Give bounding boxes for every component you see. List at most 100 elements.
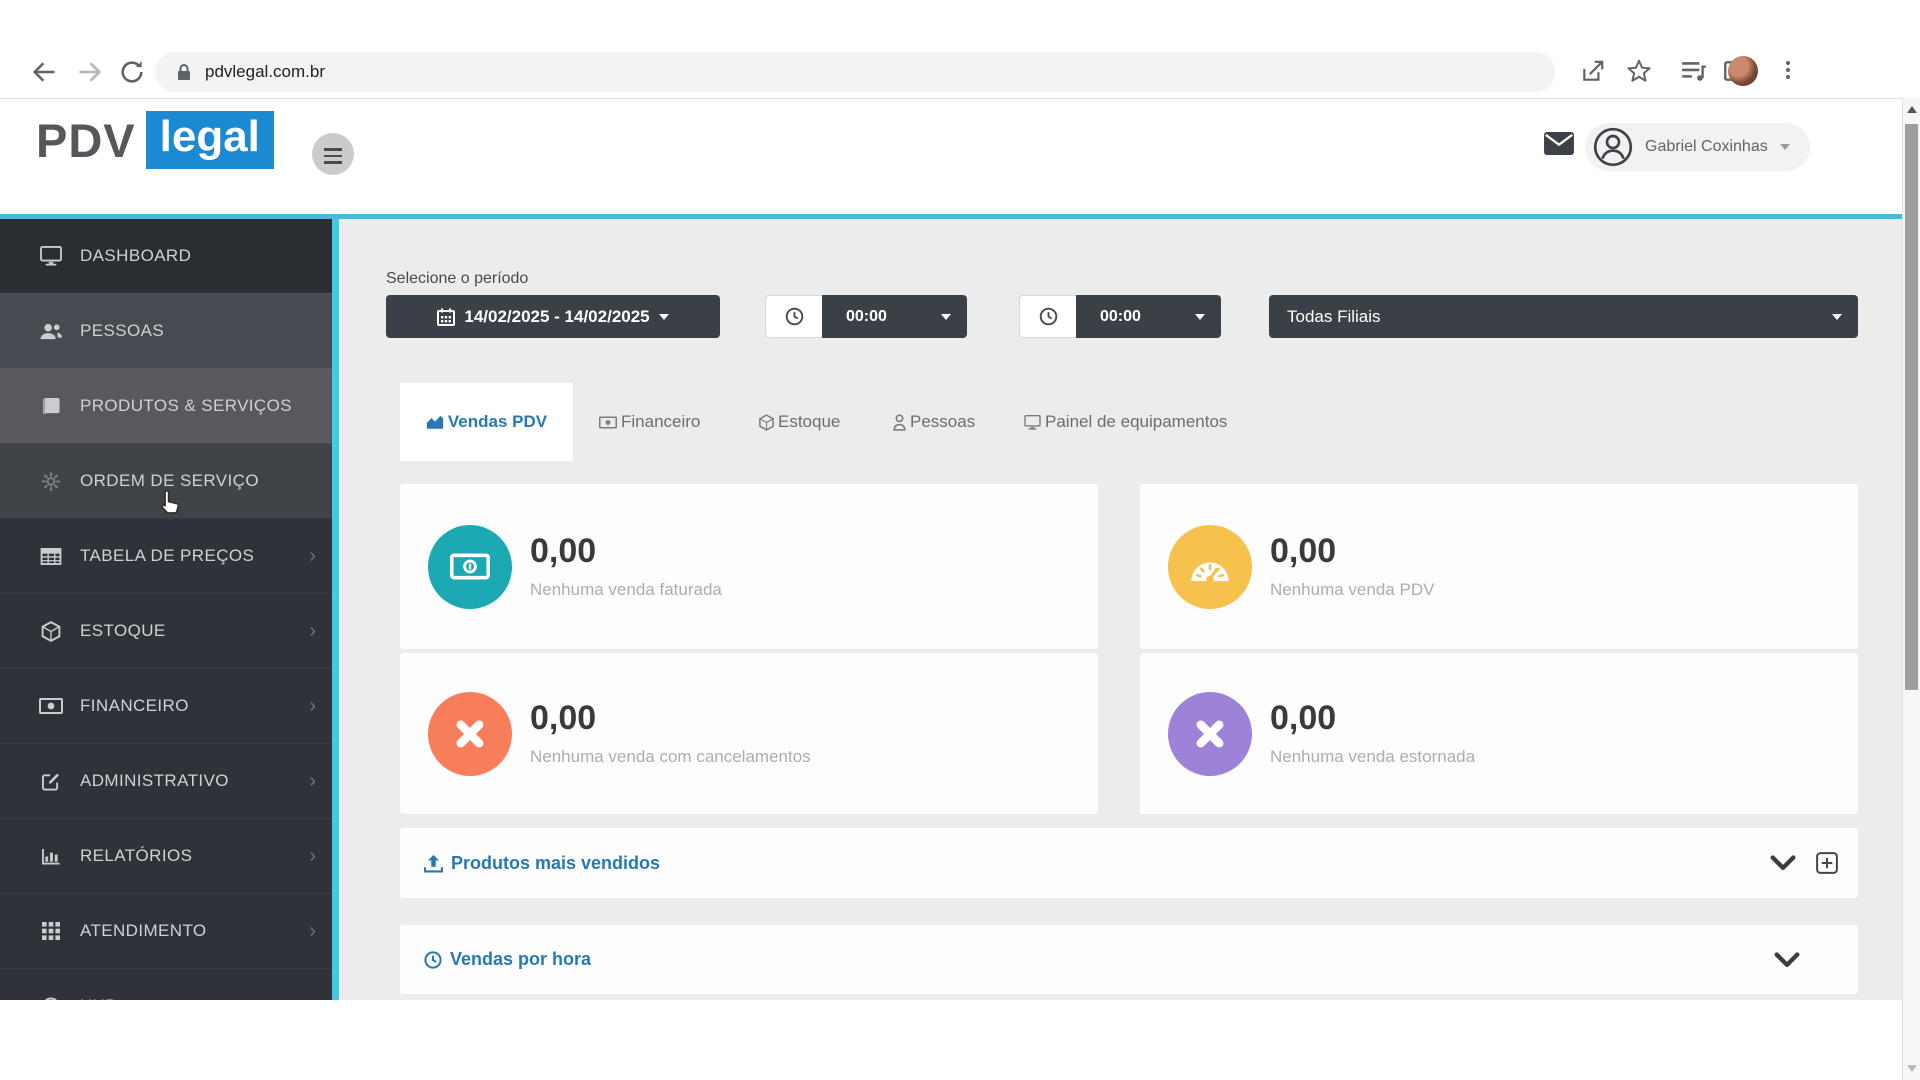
browser-menu-icon[interactable] [1782, 58, 1794, 86]
money-icon [39, 698, 63, 714]
gear-icon [41, 471, 61, 491]
messages-icon[interactable] [1544, 132, 1574, 155]
logo-text-legal: legal [145, 111, 274, 170]
sidebar-label: TABELA DE PREÇOS [80, 546, 255, 565]
back-icon[interactable] [30, 58, 58, 86]
branch-select[interactable]: Todas Filiais [1269, 295, 1858, 338]
edit-icon [41, 773, 59, 791]
sidebar-label: ADMINISTRATIVO [80, 771, 229, 790]
table-icon [40, 547, 62, 565]
time-start-group: 00:00 [765, 295, 967, 338]
collapse-chevron-icon[interactable] [1770, 855, 1796, 871]
browser-chrome: pdvlegal.com.br [0, 0, 1920, 99]
sidebar-item-atendimento[interactable]: ATENDIMENTO › [0, 893, 332, 968]
stat-card-pdv: 0,00 Nenhuma venda PDV [1140, 484, 1858, 649]
book-icon [42, 397, 60, 415]
calendar-icon [437, 308, 456, 326]
bar-chart-icon [42, 848, 60, 865]
sidebar-item-administrativo[interactable]: ADMINISTRATIVO › [0, 743, 332, 818]
collapse-chevron-icon[interactable] [1774, 951, 1800, 968]
time-start-value: 00:00 [846, 307, 887, 325]
x-icon [1168, 691, 1252, 776]
lock-icon [178, 64, 190, 80]
clock-icon [424, 950, 442, 969]
time-start-select[interactable]: 00:00 [822, 295, 967, 338]
panel-title-text: Produtos mais vendidos [451, 852, 661, 873]
share-icon[interactable] [1580, 58, 1606, 84]
chevron-right-icon: › [309, 545, 316, 567]
page-scrollbar[interactable] [1902, 98, 1920, 1080]
add-widget-icon[interactable] [1816, 852, 1838, 874]
panel-produtos-mais-vendidos: Produtos mais vendidos [400, 828, 1858, 898]
clock-icon [1039, 307, 1057, 326]
sidebar-item-ordem-de-servico[interactable]: ORDEM DE SERVIÇO [0, 443, 332, 518]
sidebar-item-produtos-servicos[interactable]: PRODUTOS & SERVIÇOS [0, 368, 332, 443]
tab-label: Painel de equipamentos [1045, 412, 1228, 431]
sidebar-toggle-button[interactable] [312, 133, 354, 175]
url-bar[interactable]: pdvlegal.com.br [155, 52, 1555, 92]
clock-icon-addon [1019, 295, 1076, 338]
date-range-picker[interactable]: 14/02/2025 - 14/02/2025 [386, 295, 720, 338]
sidebar-item-tabela-de-precos[interactable]: TABELA DE PREÇOS › [0, 518, 332, 593]
sidebar-label: HUB [80, 996, 117, 1000]
time-end-select[interactable]: 00:00 [1076, 295, 1221, 338]
tab-label: Vendas PDV [447, 412, 548, 431]
branch-value: Todas Filiais [1287, 306, 1381, 326]
sidebar-item-dashboard[interactable]: DASHBOARD [0, 219, 332, 293]
stat-value: 0,00 [530, 699, 597, 738]
stat-caption: Nenhuma venda PDV [1270, 579, 1435, 599]
sidebar-item-relatorios[interactable]: RELATÓRIOS › [0, 818, 332, 893]
sidebar-item-pessoas[interactable]: PESSOAS [0, 293, 332, 368]
app-logo[interactable]: PDV legal [36, 111, 274, 170]
content-top-border [0, 214, 1920, 219]
scroll-up-arrow-icon[interactable] [1907, 106, 1917, 113]
person-icon [893, 413, 906, 431]
scroll-down-arrow-icon[interactable] [1907, 1065, 1917, 1072]
sidebar-label: PRODUTOS & SERVIÇOS [80, 396, 292, 415]
scrollbar-thumb[interactable] [1905, 124, 1918, 690]
sidebar-label: ORDEM DE SERVIÇO [80, 471, 259, 490]
monitor-icon [40, 246, 62, 266]
sidebar-label: RELATÓRIOS [80, 846, 193, 865]
time-end-group: 00:00 [1019, 295, 1221, 338]
tab-pessoas[interactable]: Pessoas [893, 383, 975, 461]
sidebar-label: ATENDIMENTO [80, 921, 207, 940]
period-label: Selecione o período [386, 270, 529, 287]
tab-label: Estoque [778, 412, 841, 431]
chevron-right-icon: › [309, 770, 316, 792]
playlist-icon[interactable] [1680, 58, 1708, 84]
stat-value: 0,00 [1270, 532, 1337, 571]
caret-down-icon [658, 313, 669, 320]
reload-icon[interactable] [118, 58, 146, 86]
money-bill-icon [428, 524, 512, 609]
gauge-icon [1168, 524, 1252, 609]
tab-estoque[interactable]: Estoque [759, 383, 840, 461]
monitor-icon [1024, 414, 1041, 430]
tab-financeiro[interactable]: Financeiro [599, 383, 700, 461]
user-menu[interactable]: Gabriel Coxinhas [1585, 123, 1810, 171]
forward-icon[interactable] [76, 58, 104, 86]
stat-card-cancelamentos: 0,00 Nenhuma venda com cancelamentos [400, 653, 1098, 814]
stat-caption: Nenhuma venda faturada [530, 579, 722, 599]
sidebar-item-financeiro[interactable]: FINANCEIRO › [0, 668, 332, 743]
caret-down-icon [1832, 313, 1842, 320]
stat-card-faturada: 0,00 Nenhuma venda faturada [400, 484, 1098, 649]
tab-painel-de-equipamentos[interactable]: Painel de equipamentos [1024, 383, 1227, 461]
panel-title-produtos[interactable]: Produtos mais vendidos [424, 853, 660, 874]
panel-title-vendas-hora[interactable]: Vendas por hora [424, 949, 591, 970]
browser-profile-avatar[interactable] [1728, 56, 1758, 86]
bookmark-star-icon[interactable] [1626, 58, 1652, 84]
sidebar-item-hub[interactable]: HUB [0, 968, 332, 1000]
chevron-right-icon: › [309, 920, 316, 942]
panel-vendas-por-hora: Vendas por hora [400, 925, 1858, 994]
sidebar-item-estoque[interactable]: ESTOQUE › [0, 593, 332, 668]
app-header: PDV legal Gabriel Coxinhas [0, 99, 1920, 214]
sidebar: DASHBOARD PESSOAS PRODUTOS & SERVIÇOS OR… [0, 219, 332, 1000]
stat-value: 0,00 [530, 532, 597, 571]
user-avatar-icon [1593, 127, 1633, 167]
url-text: pdvlegal.com.br [205, 62, 326, 81]
circle-icon [44, 997, 58, 1000]
caret-down-icon [941, 313, 951, 320]
tab-vendas-pdv[interactable]: Vendas PDV [400, 383, 573, 461]
